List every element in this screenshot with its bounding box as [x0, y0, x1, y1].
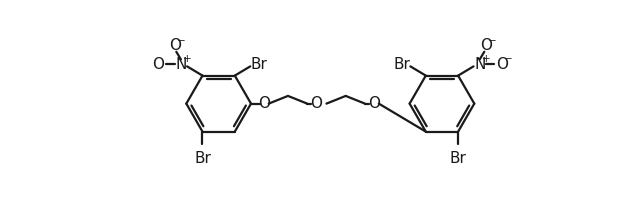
Text: +: + [481, 54, 490, 64]
Text: −: − [504, 54, 513, 64]
Text: O: O [368, 96, 380, 111]
Text: Br: Br [450, 151, 467, 166]
Text: O: O [169, 38, 180, 53]
Text: −: − [488, 36, 497, 46]
Text: Br: Br [394, 57, 410, 71]
Text: +: + [183, 54, 191, 64]
Text: O: O [310, 96, 323, 111]
Text: Br: Br [250, 57, 267, 71]
Text: O: O [496, 57, 508, 71]
Text: N: N [474, 57, 485, 71]
Text: O: O [480, 38, 492, 53]
Text: O: O [258, 96, 270, 111]
Text: Br: Br [194, 151, 211, 166]
Text: O: O [152, 57, 164, 71]
Text: −: − [177, 36, 186, 46]
Text: N: N [175, 57, 187, 71]
